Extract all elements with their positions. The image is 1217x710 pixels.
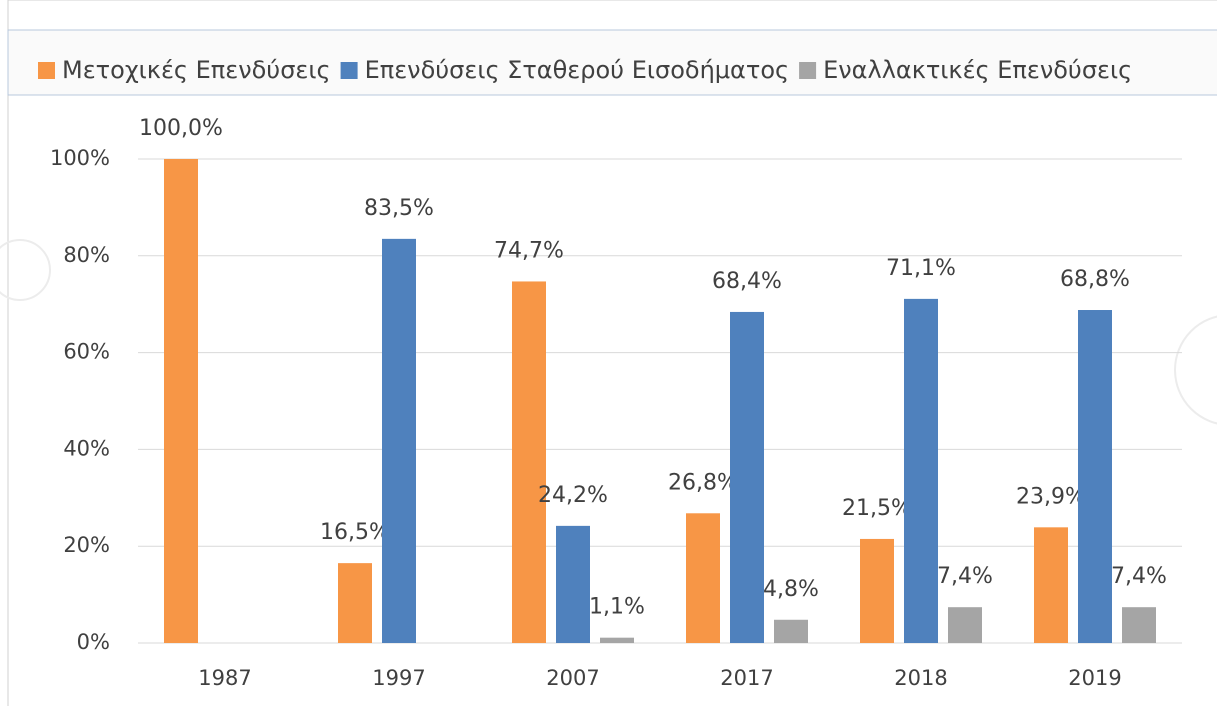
bar <box>860 538 894 643</box>
value-label: 1,1% <box>589 595 645 620</box>
x-tick-label: 2017 <box>720 666 773 690</box>
y-tick-label: 100% <box>50 146 110 170</box>
bar <box>600 637 634 643</box>
x-tick-label: 2007 <box>546 666 599 690</box>
legend-label: Επενδύσεις Σταθερού Εισοδήματος <box>365 56 790 84</box>
legend-label: Εναλλακτικές Επενδύσεις <box>823 56 1132 84</box>
value-label: 100,0% <box>139 116 223 141</box>
bar <box>774 619 808 643</box>
bar <box>164 159 198 643</box>
value-label: 21,5% <box>842 496 912 521</box>
bar <box>730 311 764 643</box>
value-label: 83,5% <box>364 196 434 221</box>
value-label: 26,8% <box>668 470 738 495</box>
y-tick-label: 60% <box>63 340 110 364</box>
value-label: 16,5% <box>320 520 390 545</box>
x-tick-label: 1987 <box>198 666 251 690</box>
x-tick-label: 1997 <box>372 666 425 690</box>
value-label: 74,7% <box>494 238 564 263</box>
bar <box>338 563 372 643</box>
bar <box>1034 527 1068 643</box>
value-label: 68,8% <box>1060 267 1130 292</box>
y-tick-label: 40% <box>63 436 110 460</box>
bar <box>1122 607 1156 643</box>
x-tick-label: 2019 <box>1068 666 1121 690</box>
value-label: 68,4% <box>712 269 782 294</box>
bar <box>556 525 590 643</box>
x-tick-label: 2018 <box>894 666 947 690</box>
legend-swatch <box>340 62 358 79</box>
value-label: 71,1% <box>886 256 956 281</box>
value-label: 24,2% <box>538 483 608 508</box>
y-tick-label: 80% <box>63 243 110 267</box>
bar <box>382 238 416 644</box>
decor <box>1174 315 1217 425</box>
legend-swatch <box>38 62 55 79</box>
legend-label: Μετοχικές Επενδύσεις <box>62 56 331 84</box>
value-label: 7,4% <box>937 564 993 589</box>
y-tick-label: 0% <box>77 630 110 654</box>
decor <box>0 239 51 301</box>
bar <box>512 281 546 643</box>
legend-swatch <box>799 62 817 79</box>
bar <box>1078 310 1112 643</box>
legend-box <box>7 29 1217 96</box>
chart-border <box>7 0 1217 710</box>
value-label: 4,8% <box>763 577 819 602</box>
bar <box>686 513 720 643</box>
bar <box>948 607 982 643</box>
bar <box>904 298 938 643</box>
value-label: 23,9% <box>1016 484 1086 509</box>
y-tick-label: 20% <box>63 533 110 557</box>
value-label: 7,4% <box>1111 564 1167 589</box>
